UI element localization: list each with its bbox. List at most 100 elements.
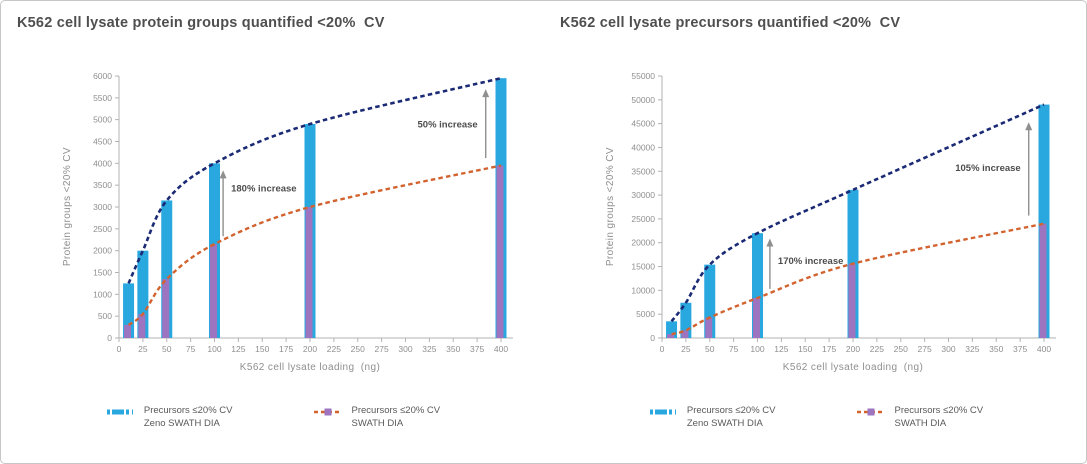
- swath-trend-curve: [671, 222, 1045, 336]
- svg-text:50: 50: [705, 344, 715, 354]
- svg-text:300: 300: [941, 344, 955, 354]
- svg-text:20000: 20000: [631, 238, 655, 248]
- svg-text:6000: 6000: [93, 71, 112, 81]
- precursors-chart: 0 5000 10000 15000 20000 25000 30000 35000 40000…: [631, 71, 1056, 354]
- svg-text:40000: 40000: [631, 142, 655, 152]
- zeno-bar: [161, 200, 173, 338]
- svg-text:25: 25: [681, 344, 691, 354]
- svg-text:125: 125: [231, 344, 245, 354]
- svg-text:175: 175: [279, 344, 293, 354]
- swath-bar: [496, 165, 504, 338]
- svg-text:350: 350: [989, 344, 1003, 354]
- swath-bar: [667, 334, 675, 338]
- legend-label: Precursors ≤20% CV Zeno SWATH DIA: [686, 405, 776, 430]
- increase-annotation: 50% increase: [418, 89, 490, 159]
- svg-text:3000: 3000: [93, 202, 112, 212]
- swath-bar: [705, 317, 713, 338]
- svg-text:150: 150: [255, 344, 269, 354]
- svg-text:250: 250: [351, 344, 365, 354]
- svg-text:0: 0: [117, 344, 122, 354]
- svg-text:200: 200: [846, 344, 860, 354]
- svg-text:200: 200: [303, 344, 317, 354]
- zeno-bar: [752, 233, 763, 338]
- chart-panel-precursors: K562 cell lysate precursors quantified <…: [544, 1, 1086, 463]
- svg-text:170% increase: 170% increase: [778, 256, 844, 267]
- svg-text:225: 225: [870, 344, 884, 354]
- legend: Precursors ≤20% CV Zeno SWATH DIA Precur…: [1, 404, 544, 431]
- svg-text:45000: 45000: [631, 119, 655, 129]
- swath-marker-icon: [856, 408, 885, 416]
- legend-item-swath: Precursors ≤20% CV SWATH DIA: [856, 404, 984, 431]
- swath-bar: [753, 297, 760, 338]
- svg-text:250: 250: [894, 344, 908, 354]
- svg-text:100: 100: [750, 344, 764, 354]
- svg-text:75: 75: [186, 344, 196, 354]
- svg-text:55000: 55000: [631, 71, 655, 81]
- zeno-bar: [680, 302, 692, 338]
- bars: [123, 78, 507, 339]
- svg-text:35000: 35000: [631, 166, 655, 176]
- zeno-swath-marker-icon: [649, 409, 676, 415]
- svg-text:275: 275: [918, 344, 932, 354]
- svg-text:175: 175: [822, 344, 836, 354]
- svg-text:75: 75: [729, 344, 739, 354]
- svg-text:150: 150: [798, 344, 812, 354]
- legend-item-zeno-swath: Precursors ≤20% CV Zeno SWATH DIA: [648, 404, 776, 431]
- swath-bar: [305, 207, 313, 338]
- svg-text:350: 350: [446, 344, 460, 354]
- zeno-bar: [123, 283, 135, 338]
- zeno-bar: [1038, 104, 1050, 338]
- svg-text:375: 375: [1013, 344, 1027, 354]
- svg-text:1500: 1500: [93, 268, 112, 278]
- svg-text:1000: 1000: [93, 289, 112, 299]
- swath-bar: [210, 244, 217, 338]
- legend-item-swath: Precursors ≤20% CV SWATH DIA: [313, 404, 440, 431]
- swath-bar: [848, 263, 856, 338]
- swath-bar: [138, 313, 146, 338]
- svg-text:0: 0: [650, 333, 655, 343]
- zeno-swath-marker-icon: [106, 409, 133, 415]
- svg-text:15000: 15000: [631, 262, 655, 272]
- svg-text:10000: 10000: [631, 285, 655, 295]
- swath-trend-curve: [127, 164, 502, 326]
- zeno-bar: [666, 321, 678, 338]
- zeno-bar: [137, 250, 149, 338]
- svg-text:50% increase: 50% increase: [418, 119, 478, 130]
- svg-text:275: 275: [375, 344, 389, 354]
- bars: [666, 104, 1050, 338]
- svg-text:0: 0: [107, 333, 112, 343]
- svg-text:180% increase: 180% increase: [231, 184, 297, 195]
- swath-bar: [1039, 223, 1047, 338]
- svg-text:5000: 5000: [636, 309, 655, 319]
- x-axis-label: K562 cell lysate loading (ng): [239, 362, 381, 373]
- swath-bar: [124, 324, 132, 338]
- svg-text:30000: 30000: [631, 190, 655, 200]
- svg-text:125: 125: [774, 344, 788, 354]
- swath-bar: [162, 279, 170, 338]
- svg-text:325: 325: [422, 344, 436, 354]
- legend-label: Precursors ≤20% CV SWATH DIA: [894, 405, 984, 430]
- svg-text:400: 400: [494, 344, 508, 354]
- svg-text:0: 0: [660, 344, 665, 354]
- svg-text:50: 50: [162, 344, 172, 354]
- increase-annotation: 105% increase: [955, 122, 1033, 216]
- svg-text:25000: 25000: [631, 214, 655, 224]
- svg-text:25: 25: [138, 344, 148, 354]
- svg-text:400: 400: [1037, 344, 1051, 354]
- axes: 0 5000 10000 15000 20000 25000 30000 35000 40000…: [631, 71, 1056, 354]
- chart-panel-protein-groups: K562 cell lysate protein groups quantifi…: [1, 1, 544, 463]
- protein-groups-chart: 0500100015002000250030003500400045005000…: [93, 71, 513, 354]
- svg-text:2000: 2000: [93, 246, 112, 256]
- zeno-bar: [704, 264, 716, 338]
- svg-text:500: 500: [98, 311, 112, 321]
- chart-title: K562 cell lysate protein groups quantifi…: [17, 15, 385, 31]
- svg-text:2500: 2500: [93, 224, 112, 234]
- axes: 0500100015002000250030003500400045005000…: [93, 71, 513, 354]
- svg-text:50000: 50000: [631, 95, 655, 105]
- zeno-trend-curve: [670, 103, 1045, 323]
- legend-label: Precursors ≤20% CV Zeno SWATH DIA: [143, 405, 233, 430]
- svg-text:375: 375: [470, 344, 484, 354]
- chart-title: K562 cell lysate precursors quantified <…: [560, 15, 901, 31]
- swath-marker-icon: [313, 408, 342, 416]
